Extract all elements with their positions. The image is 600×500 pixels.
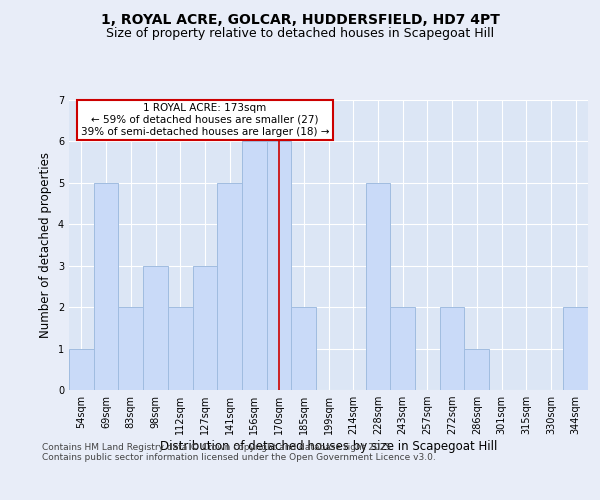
Bar bbox=[464, 348, 489, 390]
Text: 1 ROYAL ACRE: 173sqm
← 59% of detached houses are smaller (27)
39% of semi-detac: 1 ROYAL ACRE: 173sqm ← 59% of detached h… bbox=[80, 104, 329, 136]
Bar bbox=[390, 307, 415, 390]
Bar bbox=[267, 142, 292, 390]
Bar bbox=[168, 307, 193, 390]
Bar bbox=[440, 307, 464, 390]
Bar bbox=[563, 307, 588, 390]
Text: 1, ROYAL ACRE, GOLCAR, HUDDERSFIELD, HD7 4PT: 1, ROYAL ACRE, GOLCAR, HUDDERSFIELD, HD7… bbox=[101, 12, 499, 26]
Text: Size of property relative to detached houses in Scapegoat Hill: Size of property relative to detached ho… bbox=[106, 28, 494, 40]
Bar bbox=[292, 307, 316, 390]
Bar bbox=[217, 183, 242, 390]
Bar bbox=[143, 266, 168, 390]
Bar bbox=[193, 266, 217, 390]
Bar bbox=[365, 183, 390, 390]
X-axis label: Distribution of detached houses by size in Scapegoat Hill: Distribution of detached houses by size … bbox=[160, 440, 497, 453]
Bar bbox=[242, 142, 267, 390]
Bar bbox=[69, 348, 94, 390]
Bar bbox=[118, 307, 143, 390]
Bar bbox=[94, 183, 118, 390]
Text: Contains HM Land Registry data © Crown copyright and database right 2025.
Contai: Contains HM Land Registry data © Crown c… bbox=[42, 442, 436, 462]
Y-axis label: Number of detached properties: Number of detached properties bbox=[40, 152, 52, 338]
